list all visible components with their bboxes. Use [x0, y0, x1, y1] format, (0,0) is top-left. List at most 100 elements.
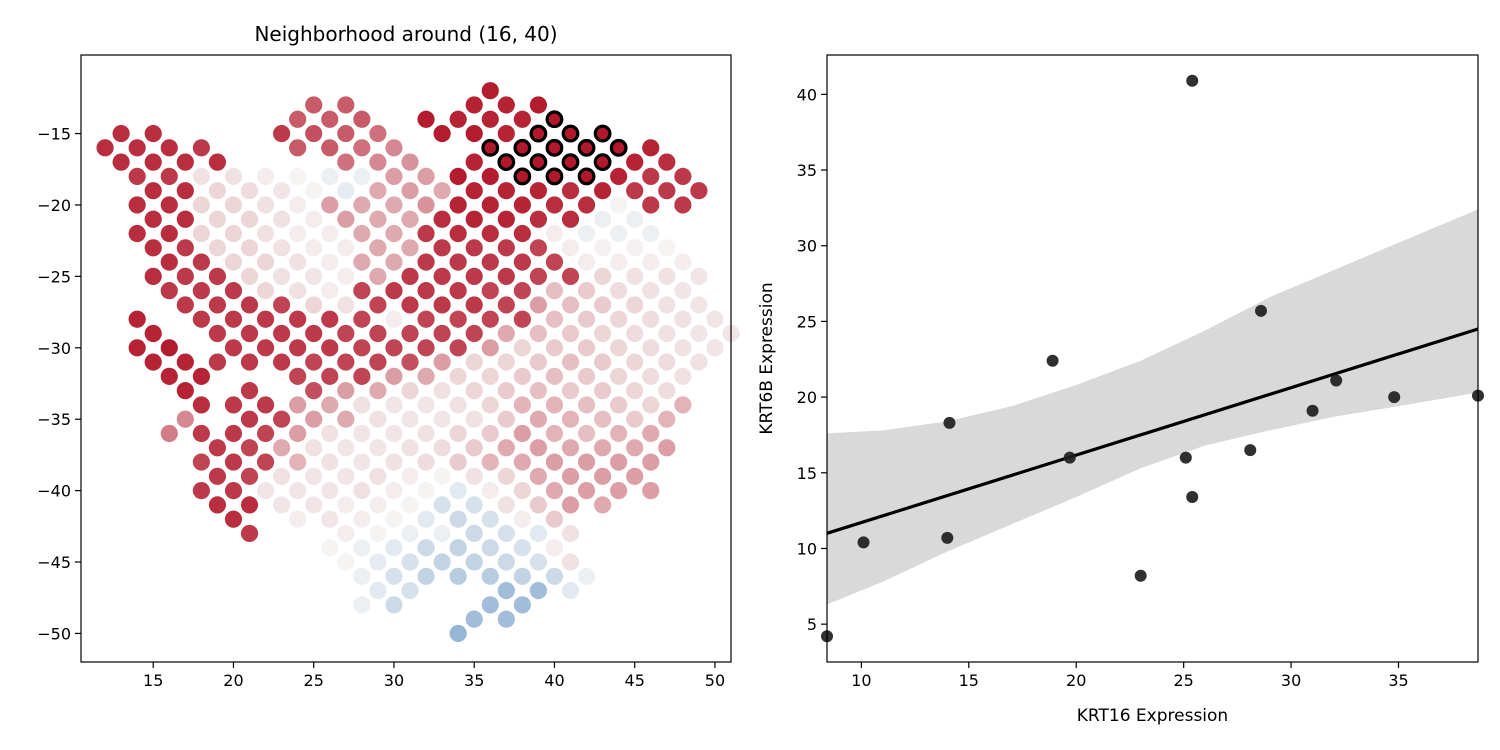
spot-point: [529, 353, 548, 371]
spot-point: [417, 196, 435, 214]
spot-point: [337, 96, 355, 114]
confidence-band-area: [827, 209, 1478, 605]
data-point: [1134, 569, 1147, 582]
spot-point: [353, 539, 371, 557]
spot-point: [144, 324, 162, 343]
spot-point: [208, 153, 227, 171]
spot-point: [176, 210, 194, 228]
spot-point: [240, 439, 259, 457]
spot-point: [369, 182, 387, 200]
spot-point: [513, 596, 531, 614]
spot-point: [561, 210, 580, 228]
spot-point: [128, 139, 146, 157]
spot-point: [208, 353, 227, 371]
spot-point: [433, 410, 451, 428]
spot-point: [305, 182, 323, 200]
neighborhood-point: [593, 153, 612, 172]
y-axis-ticks: −15 −20 −25 −30 −35 −40 −45 −50: [37, 125, 81, 643]
spot-point: [337, 153, 355, 171]
spot-point: [273, 410, 291, 428]
x-tick-label: 45: [625, 671, 645, 690]
spot-point: [240, 496, 259, 514]
y-tick-label: 15: [797, 464, 817, 483]
spot-point: [577, 224, 596, 243]
axes-frame: [80, 54, 732, 663]
spot-point: [626, 210, 644, 228]
spot-point: [610, 453, 628, 471]
spot-point: [497, 581, 515, 600]
spot-point: [176, 382, 194, 400]
data-point: [1186, 491, 1199, 504]
spot-point: [465, 324, 483, 343]
spot-point: [626, 353, 644, 371]
x-tick-label: 30: [384, 671, 404, 690]
spot-point: [240, 239, 259, 257]
spot-point: [192, 224, 210, 243]
spot-point: [465, 267, 483, 285]
spot-point: [160, 139, 178, 157]
spot-point: [417, 339, 435, 357]
spot-point: [577, 453, 596, 471]
spot-point: [96, 139, 114, 157]
spot-point: [369, 467, 387, 485]
spot-point: [224, 253, 243, 271]
spot-point: [256, 396, 275, 414]
x-tick-label: 35: [1388, 671, 1408, 690]
spot-point: [706, 310, 724, 328]
spot-point: [481, 482, 499, 500]
spot-point: [128, 339, 146, 357]
spot-point: [417, 453, 435, 471]
spot-point: [385, 482, 403, 500]
spot-point: [561, 324, 580, 343]
spot-point: [112, 153, 130, 171]
spot-point: [561, 296, 580, 314]
spot-point: [642, 139, 660, 157]
spot-point: [610, 167, 628, 185]
neighborhood-point: [593, 124, 612, 143]
spot-point: [529, 267, 548, 285]
spot-point: [561, 553, 580, 571]
spot-point: [321, 424, 339, 443]
spot-point: [561, 182, 580, 200]
spot-point: [481, 596, 499, 614]
spot-point: [513, 310, 531, 328]
spot-point: [497, 353, 515, 371]
spot-point: [305, 267, 323, 285]
spot-point: [256, 167, 275, 185]
x-tick-label: 10: [851, 671, 871, 690]
spot-point: [433, 496, 451, 514]
spot-point: [273, 496, 291, 514]
y-axis-label: KRT6B Expression: [757, 282, 777, 434]
spot-point: [208, 439, 227, 457]
spot-point: [256, 310, 275, 328]
spot-point: [369, 496, 387, 514]
spot-point: [433, 210, 451, 228]
spot-point: [192, 196, 210, 214]
spot-point: [529, 296, 548, 314]
spot-point: [224, 482, 243, 500]
spot-point: [224, 339, 243, 357]
spot-point: [481, 167, 499, 185]
spot-point: [545, 367, 564, 385]
spot-point: [642, 167, 660, 185]
spot-point: [337, 439, 355, 457]
spot-point: [449, 624, 467, 643]
spot-point: [224, 424, 243, 443]
spot-point: [513, 110, 531, 128]
spot-point: [433, 353, 451, 371]
spot-point: [305, 296, 323, 314]
spot-point: [401, 581, 419, 600]
plot-title: Neighborhood around (16, 40): [254, 22, 557, 46]
spot-point: [240, 382, 259, 400]
spot-point: [176, 296, 194, 314]
spot-point: [449, 110, 467, 128]
spot-point: [465, 210, 483, 228]
spot-point: [465, 239, 483, 257]
spot-point: [433, 239, 451, 257]
spot-point: [192, 453, 210, 471]
spot-point: [160, 282, 178, 300]
spot-point: [305, 467, 323, 485]
spot-point: [481, 196, 499, 214]
spot-point: [353, 110, 371, 128]
y-tick-label: −15: [37, 125, 71, 144]
